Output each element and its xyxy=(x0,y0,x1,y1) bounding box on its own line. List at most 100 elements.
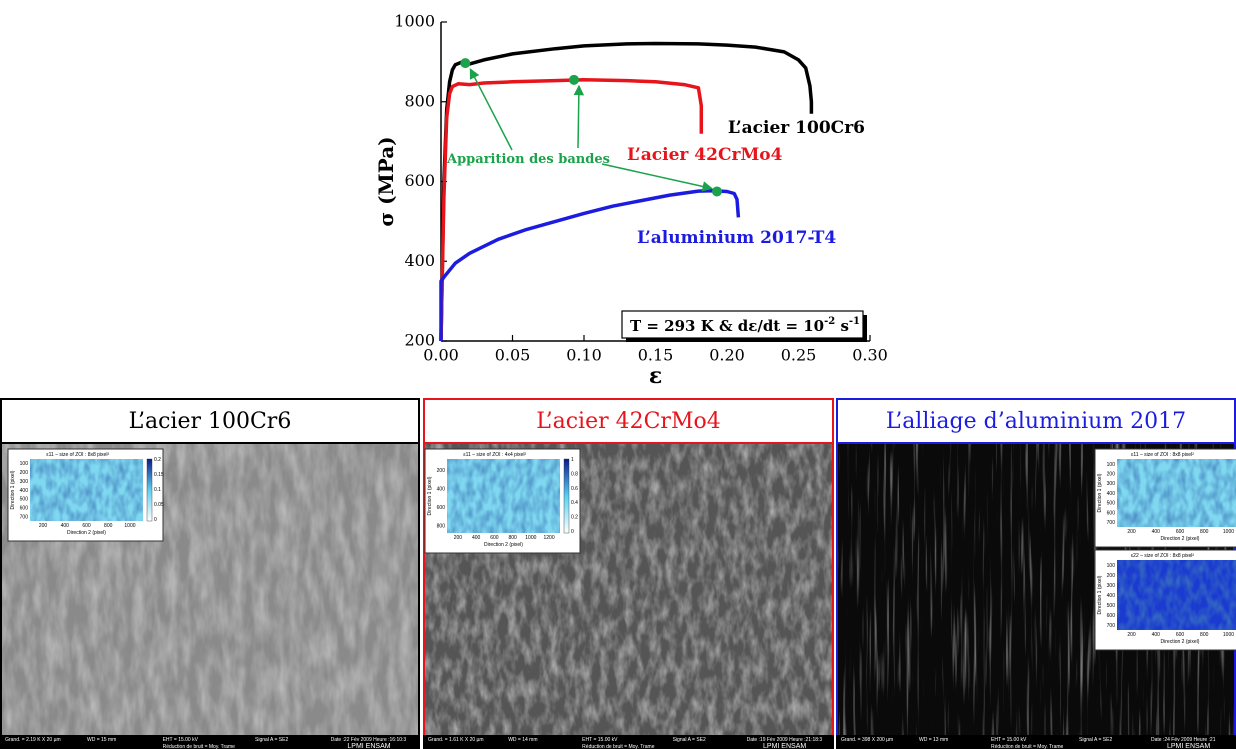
inset-map xyxy=(1117,459,1236,527)
inset-y-tick-label: 700 xyxy=(20,514,29,520)
footer-text: WD = 15 mm xyxy=(87,737,116,743)
inset-x-label: Direction 2 (pixel) xyxy=(67,530,106,536)
inset-y-tick-label: 200 xyxy=(20,470,29,476)
inset-title: ε22 – size of ZOI : 8x8 pixel² xyxy=(1131,553,1194,559)
x-tick-label: 0.20 xyxy=(709,346,745,365)
inset-colorbar-label: 0 xyxy=(571,529,574,535)
inset-y-tick-label: 600 xyxy=(20,505,29,511)
inset-colorbar-label: 0.6 xyxy=(571,486,578,492)
inset-y-tick-label: 400 xyxy=(20,488,29,494)
inset: ε11 – size of ZOI : 8x8 pixel² 200 400 600 8… xyxy=(7,448,164,542)
inset-colorbar-label: 0.1 xyxy=(154,487,161,493)
inset-y-tick-label: 600 xyxy=(437,505,446,511)
footer-text: Grand. = 2.19 K X 20 µm xyxy=(5,737,61,743)
inset-y-tick-label: 100 xyxy=(20,461,29,467)
footer-text: Réduction de bruit = Moy. Trame xyxy=(582,744,655,749)
y-tick-label: 600 xyxy=(404,171,435,190)
inset-y-label: Direction 1 (pixel) xyxy=(10,470,16,509)
series-label: L’acier 42CrMo4 xyxy=(627,145,783,165)
y-tick-label: 1000 xyxy=(394,12,435,31)
y-tick-label: 800 xyxy=(404,91,435,110)
inset-y-tick-label: 200 xyxy=(1107,472,1116,478)
annotation-arrow xyxy=(601,163,714,192)
condition-part: s xyxy=(835,317,849,335)
inset-colorbar-label: 0.05 xyxy=(154,502,164,508)
inset-y-tick-label: 400 xyxy=(437,486,446,492)
inset-y-tick-label: 100 xyxy=(1107,563,1116,569)
annotation: Apparition des bandes xyxy=(446,152,610,167)
inset-x-tick-label: 800 xyxy=(1200,529,1209,535)
inset-y-tick-label: 300 xyxy=(20,479,29,485)
micrograph-panels: L’acier 100Cr6 Grand. = 2.19 K X 20 µm WD … xyxy=(0,398,1236,749)
inset-x-tick-label: 400 xyxy=(61,523,70,529)
footer-text: Grand. = 1.61 K X 20 µm xyxy=(428,737,484,743)
inset-y-tick-label: 100 xyxy=(1107,462,1116,468)
y-tick-label: 400 xyxy=(404,251,435,270)
inset-y-tick-label: 700 xyxy=(1107,520,1116,526)
inset-colorbar-label: 0.8 xyxy=(571,471,578,477)
inset-y-tick-label: 500 xyxy=(1107,501,1116,507)
inset-y-tick-label: 600 xyxy=(1107,510,1116,516)
inset-x-label: Direction 2 (pixel) xyxy=(1161,536,1200,542)
footer-text: EHT = 15.00 kV xyxy=(582,737,618,743)
x-tick-label: 0.30 xyxy=(852,346,888,365)
panel-title: L’alliage d’aluminium 2017 xyxy=(886,409,1186,434)
inset-title: ε11 – size of ZOI : 8x8 pixel² xyxy=(1131,452,1194,458)
x-tick-label: 0.05 xyxy=(495,346,531,365)
inset-x-tick-label: 1000 xyxy=(1223,632,1234,638)
inset-x-tick-label: 600 xyxy=(1176,632,1185,638)
inset-y-tick-label: 400 xyxy=(1107,491,1116,497)
footer-text: LPMI ENSAM xyxy=(763,743,806,749)
footer-text: Date :24 Fév 2009 Heure :21 xyxy=(1151,737,1216,743)
inset-x-tick-label: 200 xyxy=(1127,632,1136,638)
inset-x-label: Direction 2 (pixel) xyxy=(484,542,523,548)
panel-title: L’acier 100Cr6 xyxy=(129,409,292,434)
panel-footer xyxy=(0,735,420,749)
inset-x-tick-label: 800 xyxy=(508,535,517,541)
inset-colorbar xyxy=(563,458,570,534)
footer-text: Signal A = SE2 xyxy=(255,737,288,743)
inset: ε11 – size of ZOI : 8x8 pixel² 200 400 600 8… xyxy=(1094,448,1236,548)
condition-superscript: -1 xyxy=(849,316,860,327)
inset: ε11 – size of ZOI : 4x4 pixel² 200 400 600 8… xyxy=(424,448,581,554)
footer-text: Signal A = SE2 xyxy=(1079,737,1112,743)
inset-y-tick-label: 300 xyxy=(1107,481,1116,487)
inset-x-tick-label: 600 xyxy=(1176,529,1185,535)
inset-map xyxy=(30,459,143,521)
inset-y-tick-label: 300 xyxy=(1107,583,1116,589)
inset-x-tick-label: 1000 xyxy=(124,523,135,529)
inset-x-tick-label: 200 xyxy=(454,535,463,541)
inset-title: ε11 – size of ZOI : 4x4 pixel² xyxy=(463,452,526,458)
series-label: L’aluminium 2017-T4 xyxy=(637,228,836,248)
inset-y-tick-label: 400 xyxy=(1107,593,1116,599)
inset-colorbar-label: 1 xyxy=(571,457,574,463)
inset-x-label: Direction 2 (pixel) xyxy=(1161,639,1200,645)
footer-text: Signal A = SE2 xyxy=(673,737,706,743)
condition-box xyxy=(621,310,864,339)
footer-text: WD = 13 mm xyxy=(919,737,948,743)
footer-text: Grand. = 398 X 200 µm xyxy=(841,737,893,743)
inset-x-tick-label: 600 xyxy=(490,535,499,541)
inset-x-tick-label: 200 xyxy=(39,523,48,529)
footer-text: LPMI ENSAM xyxy=(1167,743,1210,749)
panel-footer xyxy=(836,735,1236,749)
inset-colorbar-label: 0.4 xyxy=(571,500,578,506)
inset-x-tick-label: 600 xyxy=(82,523,91,529)
inset-colorbar xyxy=(146,458,153,522)
annotation-arrow xyxy=(469,68,513,151)
footer-text: EHT = 15.00 kV xyxy=(991,737,1027,743)
stress-strain-chart: 200 400 600 800 1000 0.00 0.05 0.10 0.15 0.20 0.25… xyxy=(374,12,888,390)
inset-x-tick-label: 1000 xyxy=(1223,529,1234,535)
inset-map xyxy=(447,459,560,533)
inset: ε22 – size of ZOI : 8x8 pixel² 200 400 600 8… xyxy=(1094,549,1236,651)
y-axis-label: σ (MPa) xyxy=(374,136,398,226)
series-line xyxy=(439,41,814,342)
band-marker xyxy=(568,74,579,85)
x-tick-label: 0.00 xyxy=(423,346,459,365)
y-tick-label: 200 xyxy=(404,331,435,350)
condition-text: T = 293 K & dε/dt = 10-2 s-1 xyxy=(630,316,860,335)
x-tick-label: 0.15 xyxy=(638,346,674,365)
inset-y-tick-label: 700 xyxy=(1107,623,1116,629)
inset-x-tick-label: 800 xyxy=(104,523,113,529)
